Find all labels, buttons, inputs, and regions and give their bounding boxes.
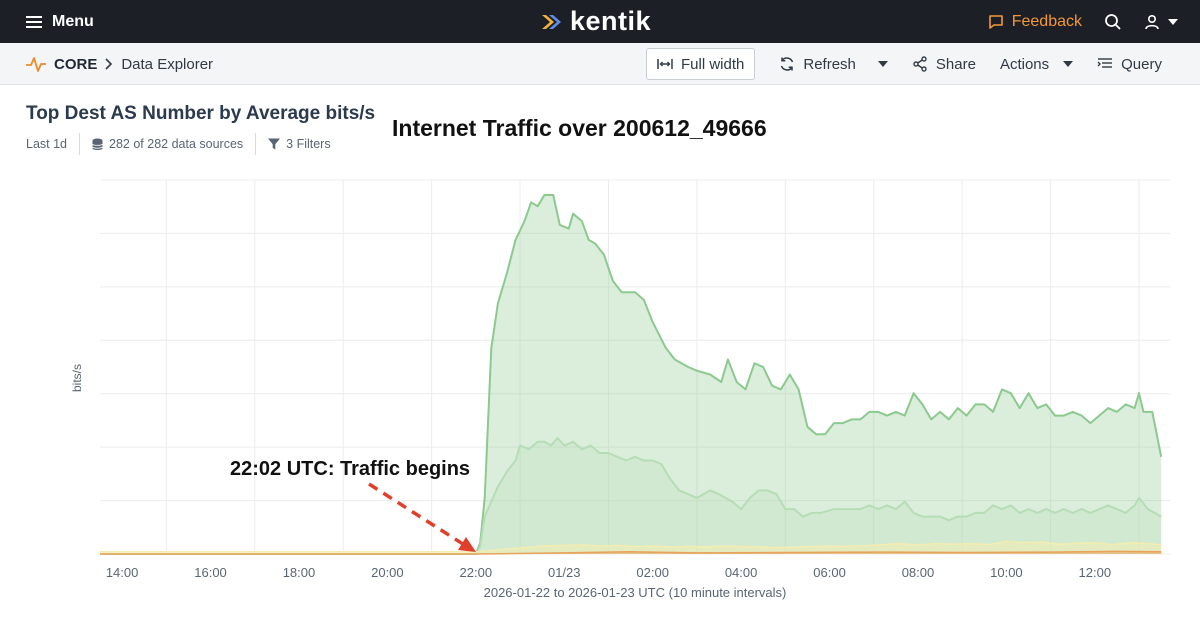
panel-meta: Last 1d 282 of 282 data sources 3 Filter…	[26, 133, 331, 155]
x-axis-label: 2026-01-22 to 2026-01-23 UTC (10 minute …	[484, 585, 787, 600]
caret-down-icon	[1168, 18, 1178, 25]
x-tick-label: 08:00	[902, 565, 935, 580]
x-axis-ticks: 14:00 16:00 18:00 20:00 22:00 01/23 02:00 04:00…	[106, 565, 1111, 580]
series-line	[100, 550, 1162, 555]
filter-icon	[268, 138, 281, 150]
annotation-arrowhead	[458, 537, 476, 552]
data-sources[interactable]: 282 of 282 data sources	[92, 137, 243, 151]
y-axis-label: bits/s	[70, 364, 84, 392]
query-label: Query	[1121, 55, 1162, 73]
actions-caret-down-icon	[1063, 61, 1074, 67]
chart-grid	[100, 179, 1170, 555]
refresh-caret-down-icon[interactable]	[877, 61, 888, 67]
full-width-button[interactable]: Full width	[646, 48, 756, 80]
share-icon	[913, 56, 927, 72]
feedback-icon	[988, 14, 1003, 29]
meta-divider	[255, 133, 257, 155]
share-button[interactable]: Share	[912, 56, 976, 73]
feedback-label: Feedback	[1011, 12, 1082, 30]
user-icon	[1145, 14, 1159, 29]
chart-series	[100, 194, 1163, 555]
database-icon	[92, 138, 103, 150]
kentik-logo[interactable]: kentik	[540, 6, 651, 37]
x-tick-label: 16:00	[194, 565, 227, 580]
data-sources-label: 282 of 282 data sources	[109, 137, 244, 151]
breadcrumb-core[interactable]: CORE	[54, 55, 98, 73]
refresh-button[interactable]: Refresh	[779, 56, 888, 73]
top-nav-bar: Menu kentik Feedback	[0, 0, 1200, 43]
breadcrumb: CORE Data Explorer	[26, 43, 213, 85]
annotation-arrow	[368, 482, 467, 548]
share-label: Share	[935, 55, 976, 73]
query-icon	[1097, 58, 1113, 68]
logo-text: kentik	[570, 6, 652, 36]
menu-label: Menu	[52, 12, 94, 30]
breadcrumb-data-explorer: Data Explorer	[121, 55, 214, 73]
overlay-title: Internet Traffic over 200612_49666	[392, 115, 767, 141]
refresh-label: Refresh	[803, 55, 856, 73]
menu-button[interactable]: Menu	[26, 0, 94, 43]
annotation-text: 22:02 UTC: Traffic begins	[230, 458, 470, 480]
time-range-label: Last 1d	[26, 137, 68, 151]
actions-button[interactable]: Actions	[999, 55, 1074, 73]
hamburger-icon	[26, 15, 42, 28]
x-tick-label: 14:00	[106, 565, 139, 580]
search-icon[interactable]	[1104, 13, 1122, 31]
x-tick-label: 01/23	[548, 565, 581, 580]
feedback-button[interactable]: Feedback	[988, 13, 1082, 31]
query-button[interactable]: Query	[1097, 56, 1162, 73]
x-tick-label: 18:00	[283, 565, 316, 580]
filters-label: 3 Filters	[286, 137, 331, 151]
series-area	[100, 551, 1162, 554]
series-area	[100, 195, 1162, 554]
user-menu[interactable]	[1144, 14, 1178, 30]
meta-divider	[79, 133, 81, 155]
full-width-label: Full width	[681, 55, 745, 73]
x-tick-label: 20:00	[371, 565, 404, 580]
x-tick-label: 04:00	[725, 565, 758, 580]
x-tick-label: 22:00	[460, 565, 493, 580]
series-line	[100, 540, 1162, 553]
x-tick-label: 12:00	[1079, 565, 1112, 580]
panel-title: Top Dest AS Number by Average bits/s	[26, 103, 376, 124]
refresh-icon	[781, 57, 794, 71]
full-width-icon	[657, 59, 673, 69]
toolbar: CORE Data Explorer Full width Refresh	[0, 43, 1200, 85]
x-tick-label: 10:00	[990, 565, 1023, 580]
pulse-icon	[26, 57, 46, 72]
x-tick-label: 06:00	[813, 565, 846, 580]
traffic-begins-annotation: 22:02 UTC: Traffic begins	[230, 458, 476, 552]
series-line	[100, 437, 1162, 555]
traffic-chart: 14:00 16:00 18:00 20:00 22:00 01/23 02:00 04:00…	[70, 179, 1170, 600]
actions-label: Actions	[999, 55, 1050, 73]
series-area	[100, 438, 1162, 554]
series-line	[100, 194, 1163, 555]
x-tick-label: 02:00	[636, 565, 669, 580]
filters[interactable]: 3 Filters	[268, 137, 331, 151]
time-range[interactable]: Last 1d	[26, 137, 67, 151]
chevron-right-icon	[105, 58, 113, 70]
kentik-logo-icon	[542, 14, 561, 29]
